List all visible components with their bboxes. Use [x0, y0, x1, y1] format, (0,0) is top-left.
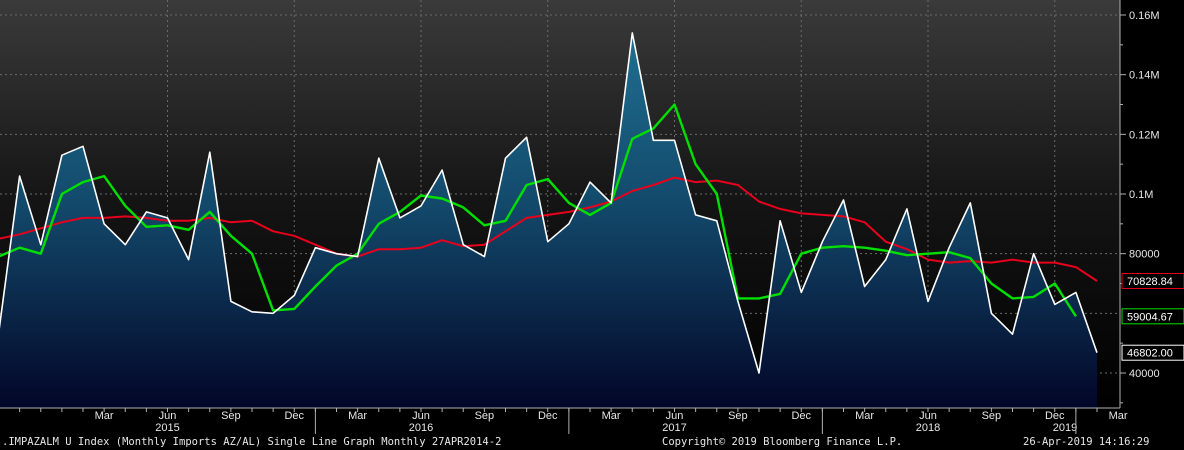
x-tick-label: Sep: [221, 410, 241, 422]
x-year-label: 2015: [155, 422, 179, 434]
series-line-1: [0, 103, 1077, 317]
x-tick-label: Jun: [919, 410, 937, 422]
x-tick-label: Mar: [95, 410, 114, 422]
y-tick-label: 0.16M: [1129, 10, 1160, 22]
x-tick-label: Dec: [284, 410, 304, 422]
last-value-text: 70828.84: [1127, 276, 1173, 288]
y-tick-label: 0.12M: [1129, 129, 1160, 141]
last-value-text: 59004.67: [1127, 311, 1173, 323]
x-tick-label: Mar: [602, 410, 621, 422]
x-tick-label: Mar: [348, 410, 367, 422]
y-tick-label: 0.1M: [1129, 189, 1153, 201]
x-tick-label: Sep: [982, 410, 1002, 422]
last-value-box: [1121, 344, 1184, 361]
y-tick-label: 0.14M: [1129, 70, 1160, 82]
x-axis: Mar Jun Sep Dec Mar Jun Sep Dec Mar Jun Sep Dec Mar J…: [0, 407, 1128, 434]
last-value-label-0: 46802.00: [1121, 344, 1184, 361]
x-tick-label: Jun: [666, 410, 684, 422]
x-tick-label: Sep: [475, 410, 495, 422]
last-value-labels: 46802.00 59004.67 70828.84: [1121, 273, 1184, 361]
x-tick-label: Dec: [1045, 410, 1065, 422]
x-tick-label: Mar: [855, 410, 874, 422]
y-tick-label: 40000: [1129, 368, 1160, 380]
last-value-box: [1121, 308, 1184, 325]
x-tick-label: Mar: [1109, 410, 1128, 422]
footer-timestamp: 26-Apr-2019 14:16:29: [1023, 436, 1150, 448]
x-tick-label: Sep: [728, 410, 748, 422]
footer-copyright: Copyright© 2019 Bloomberg Finance L.P.: [662, 436, 903, 448]
x-year-label: 2018: [916, 422, 940, 434]
footer-ticker-description: .IMPAZALM U Index (Monthly Imports AZ/AL…: [2, 436, 502, 448]
x-tick-label: Dec: [538, 410, 558, 422]
last-value-label-1: 59004.67: [1121, 308, 1184, 325]
x-tick-label: Jun: [159, 410, 177, 422]
series-line-0: [0, 32, 1098, 374]
x-year-label: 2019: [1053, 422, 1077, 434]
y-tick-label: 80000: [1129, 249, 1160, 261]
area-layer: [0, 32, 1097, 408]
lines-layer: [0, 32, 1098, 374]
x-year-label: 2017: [662, 422, 686, 434]
series-line-2: [0, 176, 1098, 282]
x-year-label: 2016: [409, 422, 433, 434]
y-axis: 40000 80000 0.1M 0.12M 0.14M 0.16M: [1119, 0, 1160, 408]
x-tick-label: Dec: [791, 410, 811, 422]
last-value-box: [1121, 273, 1184, 290]
series-area-fill: [0, 32, 1097, 408]
x-tick-label: Jun: [412, 410, 430, 422]
last-value-text: 46802.00: [1127, 348, 1173, 360]
last-value-label-2: 70828.84: [1121, 273, 1184, 290]
